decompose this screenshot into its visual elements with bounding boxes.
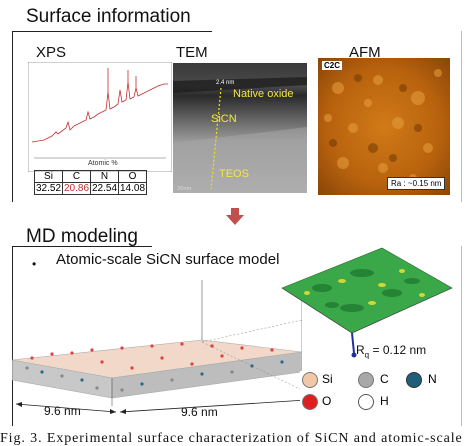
tem-label: TEM [176, 44, 208, 61]
xps-header-n: N [90, 170, 119, 183]
legend-si-label: Si [322, 372, 333, 386]
xps-label: XPS [36, 44, 67, 61]
md-title-underline [12, 246, 152, 247]
xps-header-c: C [62, 170, 91, 183]
rq-number: 0.12 nm [382, 343, 427, 357]
md-frame [12, 246, 462, 426]
tem-layer-teos: TEOS [219, 168, 249, 180]
md-section-title: MD modeling [26, 226, 138, 247]
legend-h-label: H [380, 394, 389, 408]
dimension-lines [15, 398, 307, 414]
legend-o-label: O [322, 394, 332, 408]
afm-label: AFM [349, 44, 381, 61]
afm-roughness-label: Ra : ~0.15 nm [387, 177, 446, 190]
rq-subscript: q [364, 350, 370, 360]
rq-equals: = [369, 343, 383, 357]
figure-caption: Fig. 3. Experimental surface characteriz… [0, 431, 463, 446]
tem-layer-sicn: SiCN [211, 113, 237, 125]
surface-frame [12, 31, 462, 202]
xps-header-si: Si [34, 170, 63, 183]
rq-value: Rq = 0.12 nm [356, 343, 426, 359]
dimension-y: 9.6 nm [181, 405, 218, 419]
md-bullet-icon: • [32, 257, 37, 271]
surface-title-underline [12, 31, 212, 32]
tem-image: 20nm [173, 63, 307, 193]
xps-axis-label: Atomic % [88, 160, 118, 167]
afm-sample-label: C2C [322, 61, 343, 70]
xps-spectrum [28, 62, 172, 172]
legend-n-label: N [428, 372, 437, 386]
xps-table: Si C N O 32.52 20.86 22.54 14.08 [34, 170, 147, 195]
surface-section-title: Surface information [26, 6, 191, 27]
legend-h-swatch [358, 394, 374, 410]
xps-header-o: O [118, 170, 147, 183]
xps-value-o: 14.08 [118, 182, 147, 195]
element-legend: Si C N O H [300, 371, 456, 415]
down-arrow-icon [226, 208, 244, 225]
md-surface-plot [281, 247, 453, 358]
legend-n-swatch [406, 372, 422, 388]
rq-symbol: R [356, 343, 365, 357]
md-slab-model [12, 280, 302, 406]
xps-value-n: 22.54 [90, 182, 119, 195]
legend-c-swatch [358, 372, 374, 388]
legend-si-swatch [302, 372, 318, 388]
afm-image [318, 58, 450, 195]
svg-text:20nm: 20nm [177, 186, 192, 192]
tem-thickness: 2.4 nm [216, 80, 235, 86]
md-bullet-text: Atomic-scale SiCN surface model [56, 251, 280, 268]
legend-o-swatch [302, 394, 318, 410]
dimension-x: 9.6 nm [44, 404, 81, 418]
tem-layer-native-oxide: Native oxide [233, 88, 294, 100]
xps-value-si: 32.52 [34, 182, 63, 195]
xps-value-c: 20.86 [62, 182, 91, 195]
legend-c-label: C [380, 372, 389, 386]
